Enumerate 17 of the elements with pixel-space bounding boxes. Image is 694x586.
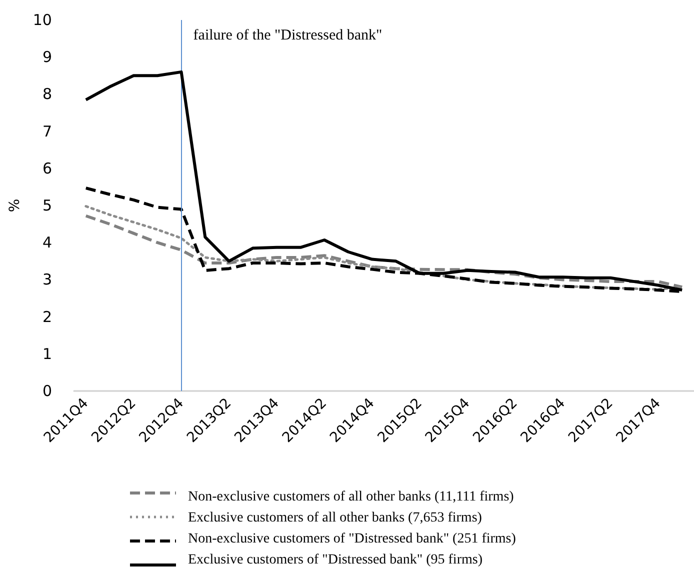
y-tick-label: 4 — [42, 234, 52, 252]
legend-label: Exclusive customers of all other banks (7,653 firms) — [188, 510, 482, 526]
y-tick-label: 6 — [42, 159, 52, 178]
y-tick-label: 3 — [42, 270, 52, 289]
legend-label: Exclusive customers of "Distressed bank" (95 firms) — [188, 552, 483, 568]
y-tick-label: 7 — [42, 122, 52, 140]
y-tick-label: 1 — [42, 344, 52, 363]
legend-label: Non-exclusive customers of all other banks (11,111 firms) — [188, 490, 514, 504]
y-tick-label: 2 — [42, 308, 52, 326]
y-tick-label: 10 — [32, 11, 52, 29]
legend-label: Non-exclusive customers of "Distressed bank" (251 firms) — [188, 532, 516, 546]
y-tick-label: 5 — [42, 196, 52, 214]
y-tick-label: 0 — [42, 382, 52, 400]
y-tick-label: 9 — [42, 48, 52, 66]
y-tick-label: 8 — [42, 85, 52, 104]
ref-line-label: failure of the "Distressed bank" — [193, 28, 382, 44]
y-axis-title: % — [7, 198, 23, 212]
